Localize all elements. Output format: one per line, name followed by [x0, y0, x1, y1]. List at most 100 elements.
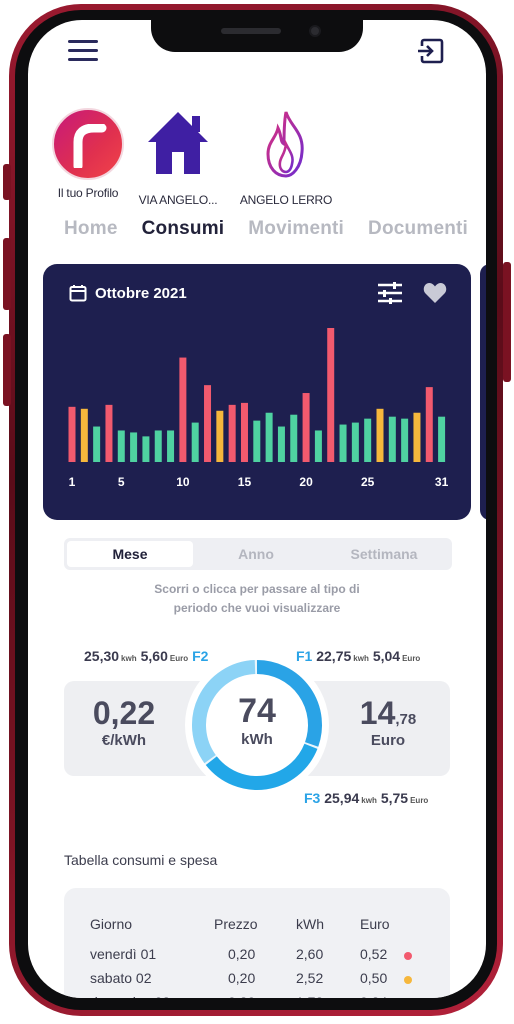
chart-bar-day-9[interactable]: [167, 430, 175, 462]
chart-tick-label: 31: [435, 475, 449, 489]
chart-bar-day-1[interactable]: [68, 406, 76, 462]
phone-side-button: [3, 164, 11, 200]
col-kwh: kWh: [296, 916, 324, 932]
chart-bar-day-30[interactable]: [425, 387, 433, 462]
chart-bar-day-3[interactable]: [93, 426, 101, 462]
profile-label: Il tuo Profilo: [57, 186, 119, 200]
chart-bar-day-5[interactable]: [117, 430, 125, 462]
chart-bar-day-12[interactable]: [204, 385, 212, 462]
table-header: Giorno Prezzo kWh Euro: [64, 916, 450, 938]
chart-bar-day-16[interactable]: [253, 420, 261, 462]
row-day: domenica 03: [90, 994, 170, 998]
home-icon: [148, 112, 208, 174]
profile-item-home[interactable]: VIA ANGELO...: [126, 108, 230, 207]
chart-bar-day-13[interactable]: [216, 410, 224, 462]
hamburger-menu-icon[interactable]: [68, 40, 98, 62]
col-prezzo: Prezzo: [214, 916, 258, 932]
table-section-title: Tabella consumi e spesa: [64, 852, 218, 868]
profile-item-user[interactable]: Il tuo Profilo: [40, 108, 136, 200]
heart-icon[interactable]: [423, 282, 447, 304]
profile-label: ANGELO LERRO: [239, 193, 333, 207]
chart-bar-day-29[interactable]: [413, 412, 421, 462]
chart-tick-label: 20: [299, 475, 313, 489]
row-price: 0,20: [228, 970, 256, 986]
chart-bar-day-27[interactable]: [388, 416, 396, 462]
chart-bar-day-22[interactable]: [327, 328, 335, 462]
chart-bar-day-18[interactable]: [277, 426, 285, 462]
section-tabs: Home Consumi Movimenti Documenti: [64, 218, 484, 248]
chart-bar-day-26[interactable]: [376, 408, 384, 462]
row-price: 0,20: [228, 994, 255, 998]
band-color-dot: [404, 976, 412, 984]
band-f1-euro: 5,04: [372, 648, 401, 664]
chart-bar-day-20[interactable]: [302, 393, 310, 462]
chart-bar-day-2[interactable]: [80, 408, 88, 462]
consumption-table: Giorno Prezzo kWh Euro venerdì 01 0,20 2,6…: [64, 888, 450, 998]
band-f1-summary: F1 22,75 kwh 5,04 Euro: [296, 648, 424, 664]
cost-unit: Euro: [370, 732, 406, 749]
chart-bar-day-6[interactable]: [130, 432, 138, 462]
chart-bar-day-28[interactable]: [401, 418, 409, 462]
chart-tick-label: 1: [69, 475, 76, 489]
chart-bar-day-10[interactable]: [179, 357, 187, 462]
chart-tick-label: 25: [361, 475, 375, 489]
chart-bar-day-24[interactable]: [351, 422, 359, 462]
donut-segment-f1[interactable]: [256, 660, 322, 747]
period-option-settimana[interactable]: Settimana: [350, 546, 418, 562]
cost-integer: 14: [359, 695, 396, 731]
app-screen: Il tuo Profilo VIA ANGELO... ANGELO LERR…: [28, 20, 486, 998]
table-row[interactable]: domenica 03 0,20 1,72 0,34: [64, 994, 450, 998]
tab-consumi[interactable]: Consumi: [141, 218, 225, 239]
donut-segment-f3[interactable]: [192, 660, 256, 764]
chart-bar-day-31[interactable]: [438, 416, 446, 462]
period-selector: Mese Anno Settimana: [64, 538, 452, 570]
col-giorno: Giorno: [90, 916, 133, 932]
chart-bar-day-8[interactable]: [154, 430, 162, 462]
row-euro: 0,34: [360, 994, 387, 998]
filter-sliders-icon[interactable]: [377, 282, 403, 304]
total-kwh-unit: kWh: [241, 731, 273, 748]
profile-selector: Il tuo Profilo VIA ANGELO... ANGELO LERR…: [28, 108, 486, 208]
chart-bar-day-11[interactable]: [191, 422, 199, 462]
tab-documenti[interactable]: Documenti: [368, 218, 469, 239]
chart-bar-day-23[interactable]: [339, 424, 347, 462]
phone-power-button: [503, 262, 511, 382]
logout-icon[interactable]: [416, 38, 444, 64]
hint-line-2: periodo che vuoi visualizzare: [173, 601, 341, 615]
tab-movimenti[interactable]: Movimenti: [248, 218, 345, 239]
tab-home[interactable]: Home: [64, 218, 118, 239]
band-color-dot: [404, 952, 412, 960]
month-selector[interactable]: Ottobre 2021: [69, 284, 187, 302]
cost-decimal: ,78: [395, 711, 417, 728]
period-option-anno[interactable]: Anno: [238, 546, 274, 562]
band-f2-kwh-unit: kwh: [121, 654, 137, 663]
chart-bar-day-14[interactable]: [228, 404, 236, 462]
consumption-chart-card[interactable]: 1 5 10 15 20 25 31 Ottobre 2021: [43, 264, 471, 520]
brand-logo-icon: [52, 108, 124, 180]
row-price: 0,20: [228, 946, 256, 962]
chart-bar-day-17[interactable]: [265, 412, 273, 462]
chart-bar-day-19[interactable]: [290, 414, 298, 462]
band-f1-kwh-unit: kwh: [353, 654, 369, 663]
profile-item-gas[interactable]: ANGELO LERRO: [234, 108, 338, 207]
table-row[interactable]: sabato 02 0,20 2,52 0,50: [64, 970, 450, 992]
phone-volume-up: [3, 238, 11, 310]
consumption-donut[interactable]: 74 kWh: [184, 652, 330, 798]
chart-bar-day-4[interactable]: [105, 404, 113, 462]
chart-bar-day-7[interactable]: [142, 436, 150, 462]
col-euro: Euro: [360, 916, 390, 932]
table-row[interactable]: venerdì 01 0,20 2,60 0,52: [64, 946, 450, 968]
chart-bar-day-21[interactable]: [314, 430, 322, 462]
period-hint: Scorri o clicca per passare al tipo di p…: [28, 580, 486, 618]
band-f2-summary: 25,30 kwh 5,60 Euro F2: [84, 648, 208, 664]
donut-segment-f2[interactable]: [205, 743, 318, 790]
band-f2-kwh: 25,30: [84, 648, 120, 664]
row-euro: 0,52: [360, 946, 388, 962]
chart-bar-day-15[interactable]: [240, 402, 248, 462]
period-option-mese[interactable]: Mese: [67, 541, 193, 567]
chart-bar-day-25[interactable]: [364, 418, 372, 462]
next-card-peek[interactable]: [480, 264, 486, 520]
profile-label: VIA ANGELO...: [138, 193, 218, 207]
hint-line-1: Scorri o clicca per passare al tipo di: [154, 582, 360, 596]
band-f3-kwh-unit: kwh: [361, 796, 377, 805]
